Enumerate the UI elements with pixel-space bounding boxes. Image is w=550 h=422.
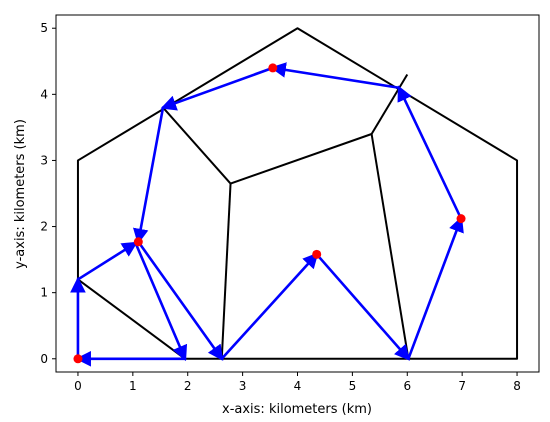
route-arrow-5 (220, 252, 319, 361)
route-arrow-4 (137, 240, 224, 361)
x-tick-label: 6 (403, 379, 411, 393)
x-tick-label: 4 (294, 379, 302, 393)
y-tick-label: 1 (40, 286, 48, 300)
route-point-1 (133, 237, 143, 247)
internal-edge-0 (77, 278, 186, 360)
route-point-4 (456, 214, 466, 224)
route-point-0 (73, 354, 83, 364)
plot-area-frame (55, 14, 540, 373)
x-axis-ticks: 0 1 2 3 4 5 6 7 8 (74, 372, 521, 393)
x-tick-label: 3 (239, 379, 247, 393)
route-arrow-8 (397, 85, 463, 220)
internal-edge-4 (370, 133, 410, 359)
boundary-polygon (76, 27, 519, 360)
internal-edge-5 (370, 73, 409, 135)
y-tick-label: 2 (40, 220, 48, 234)
route-arrow-7 (407, 216, 464, 361)
internal-edge-2 (220, 183, 232, 359)
internal-edge-1 (162, 106, 232, 185)
route-arrow-1 (76, 241, 138, 281)
route-arrows (70, 62, 464, 367)
route-arrow-9 (270, 62, 401, 90)
route-point-3 (312, 249, 322, 259)
route-point-2 (268, 63, 278, 73)
x-tick-label: 8 (513, 379, 521, 393)
boundary-outline (76, 27, 519, 360)
route-arrow-6 (315, 253, 411, 361)
y-axis-label: y-axis: kilometers (km) (13, 119, 28, 269)
x-tick-label: 0 (74, 379, 82, 393)
route-points (73, 63, 466, 364)
internal-edge-3 (230, 133, 372, 185)
internal-edges (77, 73, 410, 360)
y-axis-ticks: 0 1 2 3 4 5 (40, 21, 56, 366)
y-tick-label: 0 (40, 352, 48, 366)
route-arrow-10 (160, 66, 275, 111)
x-tick-label: 1 (129, 379, 137, 393)
x-tick-label: 7 (458, 379, 466, 393)
x-tick-label: 2 (184, 379, 192, 393)
y-tick-label: 5 (40, 21, 48, 35)
x-tick-label: 5 (349, 379, 357, 393)
y-tick-label: 4 (40, 87, 48, 101)
route-arrow-11 (133, 106, 165, 245)
route-arrow-2 (134, 241, 188, 362)
y-tick-label: 3 (40, 153, 48, 167)
x-axis-label: x-axis: kilometers (km) (222, 402, 372, 417)
